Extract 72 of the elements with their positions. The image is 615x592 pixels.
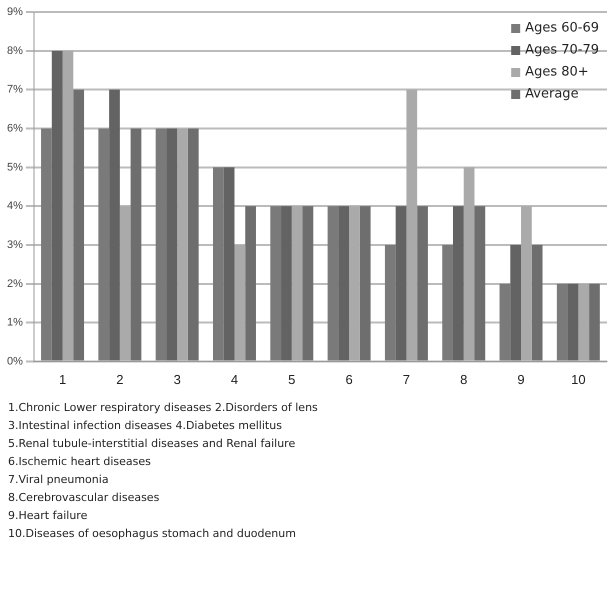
bar — [245, 206, 256, 360]
bar — [281, 206, 292, 360]
bar — [568, 284, 578, 360]
bar — [328, 206, 338, 360]
bar — [589, 284, 600, 360]
bar — [98, 128, 110, 360]
text: 8.Cerebrovascular diseases — [8, 490, 160, 506]
bar — [52, 50, 63, 360]
bar — [73, 90, 84, 360]
bar — [396, 206, 406, 360]
x-tick-label: 7 — [402, 372, 410, 387]
bar — [500, 284, 510, 360]
bar — [384, 244, 396, 360]
x-tick-label: 8 — [460, 372, 468, 387]
y-tick-label: 0% — [6, 355, 24, 368]
text: 3.Intestinal infection diseases 4.Diabetes mellitus — [8, 418, 283, 434]
bar — [360, 206, 371, 360]
bar — [234, 244, 246, 360]
x-tick-label: 6 — [345, 372, 353, 387]
y-tick-label: 4% — [6, 200, 24, 212]
bar — [120, 206, 131, 360]
y-tick-label: 3% — [6, 238, 24, 251]
x-tick-label: 5 — [288, 372, 296, 387]
bar — [109, 90, 120, 360]
bar — [166, 128, 178, 360]
bar — [474, 206, 486, 360]
bar — [41, 128, 52, 360]
x-tick-label: 1 — [58, 372, 66, 387]
bar — [464, 167, 474, 360]
legend-label: Ages 80+ — [525, 64, 589, 80]
y-tick-label: 8% — [6, 44, 24, 57]
bar — [406, 90, 418, 360]
bar — [521, 206, 532, 360]
legend-label: Average — [525, 86, 579, 102]
text: 9.Heart failure — [8, 508, 88, 524]
bar — [302, 206, 314, 360]
y-tick-label: 6% — [6, 122, 24, 134]
bar — [130, 128, 142, 360]
bar — [442, 244, 453, 360]
bar — [417, 206, 428, 360]
y-tick-label: 9% — [6, 6, 24, 18]
bar — [532, 244, 543, 360]
y-tick-label: 2% — [6, 278, 24, 290]
text: 5.Renal tubule-interstitial diseases and Renal failure — [8, 436, 296, 452]
x-tick-label: 10 — [571, 372, 586, 387]
y-tick-label: 7% — [6, 84, 24, 96]
bar — [270, 206, 282, 360]
legend-label: Ages 70-79 — [525, 42, 600, 58]
legend-label: Ages 60-69 — [525, 20, 600, 36]
y-tick-label: 5% — [6, 161, 24, 174]
text: 10.Diseases of oesophagus stomach and duodenum — [8, 526, 297, 542]
text: 7.Viral pneumonia — [8, 472, 110, 488]
x-tick-label: 4 — [230, 372, 238, 387]
bar — [62, 50, 74, 360]
x-tick-label: 3 — [174, 372, 181, 387]
bar — [578, 284, 590, 360]
text: 6.Ischemic heart diseases — [8, 454, 152, 470]
x-tick-label: 2 — [116, 372, 124, 387]
bar — [212, 167, 224, 360]
bar — [188, 128, 199, 360]
bar — [338, 206, 350, 360]
bar — [452, 206, 464, 360]
bar — [156, 128, 166, 360]
bar — [349, 206, 360, 360]
bar — [224, 167, 234, 360]
bar — [556, 284, 568, 360]
text: 1.Chronic Lower respiratory diseases 2.Disorders of lens — [8, 400, 319, 416]
bar — [177, 128, 188, 360]
bar — [510, 244, 522, 360]
bar — [292, 206, 303, 360]
x-tick-label: 9 — [517, 372, 525, 387]
y-tick-label: 1% — [6, 316, 24, 329]
